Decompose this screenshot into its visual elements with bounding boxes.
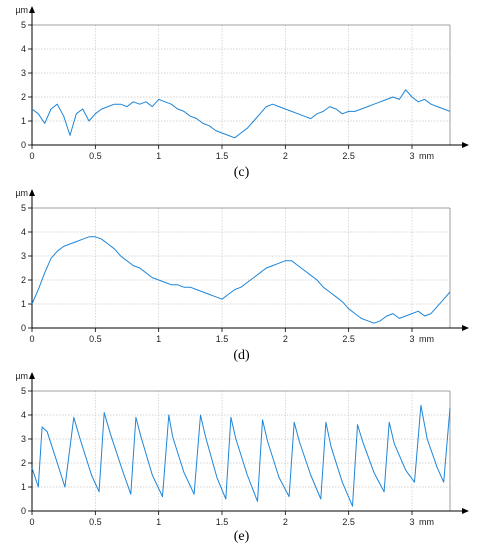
x-unit-label: mm <box>419 151 434 160</box>
panel-e: µm 0 1 2 3 4 5 0 0.5 1 1.5 2 2.5 3 mm (e) <box>0 366 483 551</box>
y-tick-label: 5 <box>21 203 26 213</box>
x-unit-label: mm <box>419 334 434 343</box>
y-tick-label: 3 <box>21 251 26 261</box>
y-tick-label: 3 <box>21 434 26 444</box>
caption-e: (e) <box>233 529 250 544</box>
y-axis-arrow <box>29 6 35 13</box>
y-unit-label: µm <box>15 188 28 198</box>
panel-d: µm 0 1 2 3 4 5 0 0.5 1 1.5 2 2.5 3 mm (d) <box>0 183 483 368</box>
y-tick-label: 5 <box>21 20 26 30</box>
x-axis-arrow <box>462 508 469 514</box>
y-tick-label: 0 <box>21 506 26 516</box>
y-tick-label: 2 <box>21 92 26 102</box>
x-tick-label: 0.5 <box>89 517 102 526</box>
x-tick-label: 1 <box>156 517 161 526</box>
x-tick-label: 0 <box>29 517 34 526</box>
x-tick-label: 2 <box>283 151 288 160</box>
x-tick-label: 3 <box>409 151 414 160</box>
y-tick-label: 1 <box>21 299 26 309</box>
x-tick-label: 1 <box>156 151 161 160</box>
y-tick-label: 4 <box>21 227 26 237</box>
y-tick-label: 2 <box>21 275 26 285</box>
y-unit-label: µm <box>15 5 28 15</box>
profile-line-e <box>31 404 451 507</box>
chart-e: µm 0 1 2 3 4 5 0 0.5 1 1.5 2 2.5 3 mm <box>15 371 469 526</box>
x-unit-label: mm <box>419 517 434 526</box>
panel-c: µm 0 1 2 3 4 5 0 0.5 1 1.5 2 2.5 3 mm (c) <box>0 0 483 185</box>
y-tick-label: 5 <box>21 386 26 396</box>
x-tick-label: 2.5 <box>342 151 355 160</box>
x-axis-arrow <box>462 142 469 148</box>
y-tick-label: 4 <box>21 410 26 420</box>
y-tick-label: 0 <box>21 323 26 333</box>
y-tick-label: 4 <box>21 44 26 54</box>
caption-c: (c) <box>233 165 250 180</box>
x-axis-arrow <box>462 325 469 331</box>
chart-c: µm 0 1 2 3 4 5 0 0.5 1 1.5 2 2.5 3 mm <box>15 5 469 160</box>
chart-d: µm 0 1 2 3 4 5 0 0.5 1 1.5 2 2.5 3 mm <box>15 188 469 343</box>
x-tick-label: 3 <box>409 334 414 343</box>
x-tick-label: 0.5 <box>89 334 102 343</box>
profile-line-c <box>31 89 451 139</box>
y-axis-arrow <box>29 189 35 196</box>
x-tick-label: 1 <box>156 334 161 343</box>
x-tick-label: 2 <box>283 517 288 526</box>
x-tick-label: 0.5 <box>89 151 102 160</box>
x-tick-label: 3 <box>409 517 414 526</box>
y-tick-label: 1 <box>21 116 26 126</box>
x-tick-label: 1.5 <box>216 151 229 160</box>
y-axis-arrow <box>29 372 35 379</box>
y-tick-label: 1 <box>21 482 26 492</box>
y-tick-label: 0 <box>21 140 26 150</box>
caption-d: (d) <box>233 348 250 363</box>
x-tick-label: 1.5 <box>216 517 229 526</box>
y-unit-label: µm <box>15 371 28 381</box>
x-tick-label: 2 <box>283 334 288 343</box>
x-tick-label: 2.5 <box>342 517 355 526</box>
x-tick-label: 1.5 <box>216 334 229 343</box>
x-tick-label: 2.5 <box>342 334 355 343</box>
profile-line-d <box>31 236 451 324</box>
x-tick-label: 0 <box>29 151 34 160</box>
y-tick-label: 3 <box>21 68 26 78</box>
y-tick-label: 2 <box>21 458 26 468</box>
x-tick-label: 0 <box>29 334 34 343</box>
